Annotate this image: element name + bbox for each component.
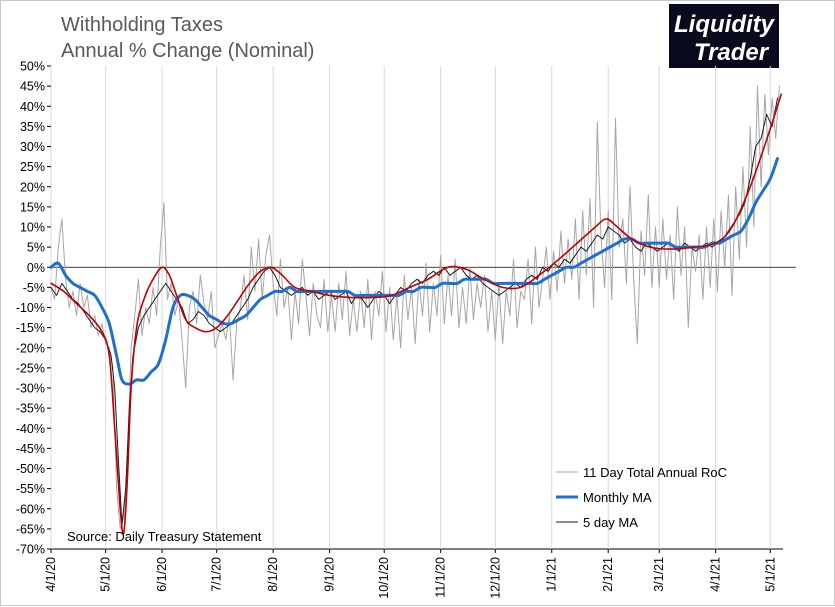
y-tick-label: 40% [20, 100, 45, 114]
source-note: Source: Daily Treasury Statement [67, 529, 262, 544]
legend: 11 Day Total Annual RoC Monthly MA 5 day M… [556, 465, 727, 530]
y-tick-label: -35% [16, 402, 45, 416]
x-tick-label: 12/1/20 [488, 557, 502, 599]
y-tick-label: -55% [16, 482, 45, 496]
x-tick-label: 4/1/20 [44, 557, 58, 592]
x-tick-label: 3/1/21 [652, 557, 666, 592]
legend-label: 11 Day Total Annual RoC [583, 465, 727, 480]
y-tick-label: -30% [16, 382, 45, 396]
y-tick-label: 0% [27, 261, 45, 275]
x-tick-label: 11/1/20 [434, 557, 448, 598]
y-tick-label: 30% [20, 140, 45, 154]
y-tick-label: 35% [20, 120, 45, 134]
y-tick-label: -45% [16, 442, 45, 456]
legend-label: Monthly MA [583, 490, 652, 505]
logo: Liquidity Trader [669, 4, 779, 68]
x-tick-label: 8/1/20 [266, 557, 280, 592]
y-tick-label: 5% [27, 241, 45, 255]
x-tick-label: 7/1/20 [210, 557, 224, 592]
series-group [49, 85, 782, 535]
x-axis: 4/1/20 5/1/20 6/1/20 7/1/20 8/1/20 9/1/20 10/1… [44, 549, 777, 599]
y-tick-label: 50% [20, 60, 45, 74]
legend-label: 5 day MA [583, 515, 638, 530]
series-11-day-total-annual-roc [50, 85, 780, 530]
chart-title: Withholding Taxes [61, 14, 223, 36]
y-tick-label: 45% [20, 80, 45, 94]
y-tick-label: -40% [16, 422, 45, 436]
y-tick-label: -5% [23, 281, 45, 295]
logo-background [669, 4, 779, 68]
y-tick-label: -70% [16, 543, 45, 557]
x-tick-label: 6/1/20 [155, 557, 169, 592]
y-tick-label: -15% [16, 321, 45, 335]
y-tick-label: 20% [20, 180, 45, 194]
y-tick-label: -65% [16, 522, 45, 536]
logo-line1: Liquidity [674, 11, 776, 38]
y-tick-label: 25% [20, 160, 45, 174]
series-trend-line [50, 93, 782, 535]
x-tick-label: 9/1/20 [323, 557, 337, 592]
y-tick-label: 15% [20, 200, 45, 214]
x-tick-label: 4/1/21 [709, 557, 723, 592]
y-axis: 50% 45% 40% 35% 30% 25% 20% 15% 10% 5% 0% -5% -10% -1… [16, 60, 51, 557]
y-tick-label: -20% [16, 341, 45, 355]
x-tick-label: 5/1/20 [99, 557, 113, 592]
x-tick-label: 1/1/21 [545, 557, 559, 592]
x-tick-label: 10/1/20 [377, 557, 391, 599]
y-tick-label: 10% [20, 221, 45, 235]
y-tick-label: -60% [16, 502, 45, 516]
y-tick-label: -25% [16, 361, 45, 375]
y-tick-label: -10% [16, 301, 45, 315]
series-5-day-ma [50, 97, 778, 526]
logo-line2: Trader [694, 39, 770, 66]
y-tick-label: -50% [16, 462, 45, 476]
chart-subtitle: Annual % Change (Nominal) [61, 40, 314, 62]
x-tick-label: 5/1/21 [763, 557, 777, 592]
x-tick-label: 2/1/21 [601, 557, 615, 592]
series-monthly-ma [49, 157, 779, 386]
